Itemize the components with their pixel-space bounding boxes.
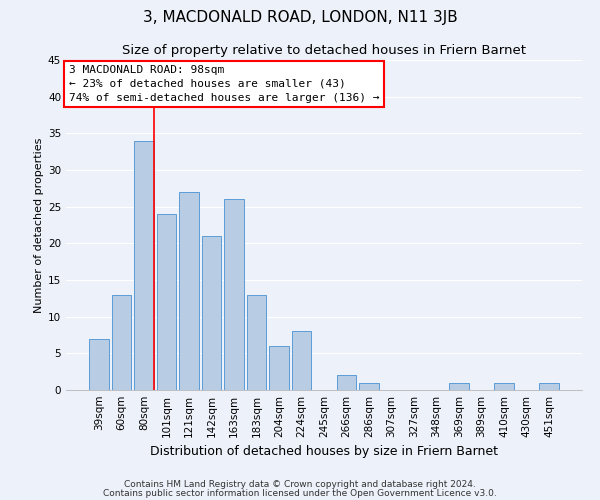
Text: Contains HM Land Registry data © Crown copyright and database right 2024.: Contains HM Land Registry data © Crown c… <box>124 480 476 489</box>
Title: Size of property relative to detached houses in Friern Barnet: Size of property relative to detached ho… <box>122 44 526 58</box>
Bar <box>112 294 131 390</box>
Text: 3, MACDONALD ROAD, LONDON, N11 3JB: 3, MACDONALD ROAD, LONDON, N11 3JB <box>143 10 457 25</box>
Bar <box>179 192 199 390</box>
Bar <box>292 332 311 390</box>
Bar <box>539 382 559 390</box>
Text: 3 MACDONALD ROAD: 98sqm
← 23% of detached houses are smaller (43)
74% of semi-de: 3 MACDONALD ROAD: 98sqm ← 23% of detache… <box>68 65 379 103</box>
Text: Contains public sector information licensed under the Open Government Licence v3: Contains public sector information licen… <box>103 488 497 498</box>
Y-axis label: Number of detached properties: Number of detached properties <box>34 138 44 312</box>
Bar <box>247 294 266 390</box>
Bar <box>359 382 379 390</box>
X-axis label: Distribution of detached houses by size in Friern Barnet: Distribution of detached houses by size … <box>150 446 498 458</box>
Bar <box>134 140 154 390</box>
Bar <box>224 200 244 390</box>
Bar <box>449 382 469 390</box>
Bar <box>494 382 514 390</box>
Bar <box>89 338 109 390</box>
Bar <box>202 236 221 390</box>
Bar <box>337 376 356 390</box>
Bar <box>157 214 176 390</box>
Bar <box>269 346 289 390</box>
